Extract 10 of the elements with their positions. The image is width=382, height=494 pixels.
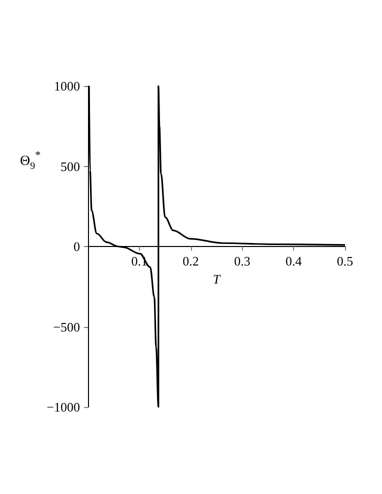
- y-tick-label: −1000: [46, 400, 80, 414]
- x-tick-label: 0.2: [182, 254, 199, 268]
- x-tick-label: 0.3: [234, 254, 250, 268]
- x-tick-label: 0.4: [285, 254, 302, 268]
- x-tick-label: 0.5: [336, 254, 354, 268]
- y-tick-label: 1000: [54, 78, 80, 94]
- y-tick-label: 0: [74, 239, 80, 254]
- x-axis-title: T: [212, 271, 221, 286]
- y-tick-label: −500: [53, 319, 80, 334]
- y-tick-label: 500: [60, 158, 80, 174]
